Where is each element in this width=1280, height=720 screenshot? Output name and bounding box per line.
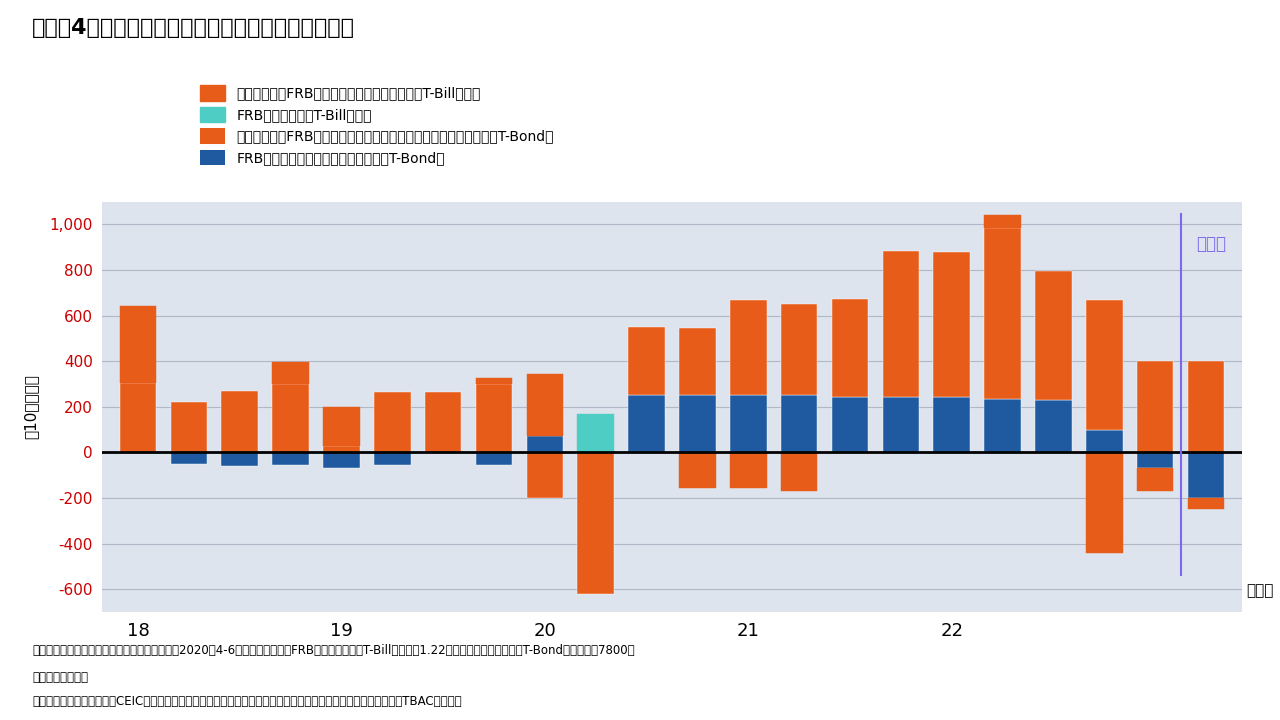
Bar — [628, 395, 664, 452]
Bar — [221, 391, 259, 452]
Bar — [680, 452, 716, 487]
Bar — [1085, 430, 1123, 452]
Bar — [323, 452, 360, 468]
Bar — [730, 300, 767, 395]
Bar — [273, 362, 308, 384]
Bar — [933, 252, 970, 397]
Bar — [425, 392, 462, 452]
Bar — [476, 378, 512, 384]
Bar — [882, 251, 919, 397]
Bar — [526, 452, 563, 498]
Bar — [1188, 361, 1224, 452]
Bar — [221, 452, 259, 466]
Bar — [526, 374, 563, 436]
Bar — [374, 452, 411, 465]
Bar — [1085, 452, 1123, 553]
Bar — [730, 452, 767, 487]
Bar — [781, 452, 818, 491]
Text: （図表4）　米国債の純発行額とその購入主体の推移: （図表4） 米国債の純発行額とその購入主体の推移 — [32, 18, 355, 38]
Bar — [730, 395, 767, 452]
Bar — [577, 452, 614, 594]
Bar — [120, 307, 156, 383]
Bar — [628, 327, 664, 395]
Bar — [1137, 361, 1174, 452]
Bar — [984, 215, 1021, 228]
Bar — [984, 228, 1021, 399]
Bar — [526, 436, 563, 452]
Bar — [1137, 468, 1174, 491]
Bar — [933, 397, 970, 452]
Legend: 一般投資家（FRB以外の投資家）によるネットT-Bill購入額, FRBによるネットT-Bill購入額, 一般投資家（FRB以外の投資家）によるネット財務省証券: 一般投資家（FRB以外の投資家）によるネットT-Bill購入額, FRBによるネ… — [201, 86, 554, 165]
Text: （出所）米財務省資料やCEICよりインベスコ作成。見通しは、民間機関で構成される財務省借入れ諮問委員会（TBAC）による: （出所）米財務省資料やCEICよりインベスコ作成。見通しは、民間機関で構成される… — [32, 695, 462, 708]
Bar — [273, 452, 308, 465]
Text: （注）見やすさのため縦軸を限定しているが、2020年4-6月期においては、FRB以外の投資家はT-Bill保有額を1.22兆ドル増加させる一方、T-Bondの保: （注）見やすさのため縦軸を限定しているが、2020年4-6月期においては、FRB… — [32, 644, 635, 657]
Bar — [374, 392, 411, 452]
Bar — [832, 299, 868, 397]
Bar — [882, 397, 919, 452]
Bar — [1137, 452, 1174, 468]
Bar — [1188, 498, 1224, 510]
Bar — [170, 402, 207, 452]
Bar — [577, 413, 614, 452]
Bar — [1085, 300, 1123, 430]
Bar — [1036, 400, 1071, 452]
Text: （年）: （年） — [1247, 583, 1274, 598]
Bar — [781, 395, 818, 452]
Bar — [680, 395, 716, 452]
Bar — [323, 446, 360, 452]
Y-axis label: （10億ドル）: （10億ドル） — [23, 374, 38, 439]
Bar — [120, 383, 156, 452]
Bar — [680, 328, 716, 395]
Bar — [476, 452, 512, 465]
Bar — [984, 399, 1021, 452]
Bar — [832, 397, 868, 452]
Bar — [476, 384, 512, 452]
Text: 見通し: 見通し — [1196, 235, 1226, 253]
Bar — [273, 384, 308, 452]
Bar — [170, 452, 207, 464]
Bar — [323, 407, 360, 446]
Text: ドル減額させた。: ドル減額させた。 — [32, 671, 88, 684]
Bar — [1036, 271, 1071, 400]
Bar — [781, 304, 818, 395]
Bar — [1188, 452, 1224, 498]
